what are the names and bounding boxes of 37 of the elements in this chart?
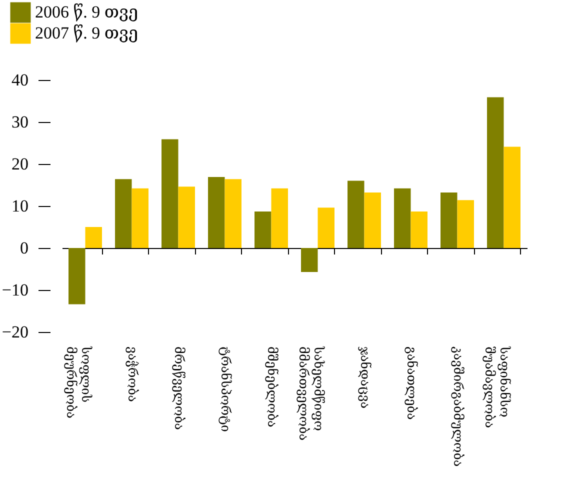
bar [457,200,474,248]
bar [348,180,364,248]
bar [162,139,178,248]
bar [301,248,318,272]
bar [271,188,288,248]
bar [85,227,102,248]
legend-label: 2007 წ. 9 თვე [35,24,138,42]
bar [440,192,458,248]
y-tick-label: 30 [12,112,28,132]
bar [224,179,242,248]
x-tick-label: ტრანსპორტი [218,346,232,432]
bar [115,179,132,248]
y-tick-label: 10 [12,196,28,216]
bar [132,188,148,248]
bar [487,97,504,248]
x-tick-label: განათლება [404,346,418,420]
x-tick-label: ჯანდაცვა [358,346,372,409]
x-tick-label: სოფლის მეურნეობა [64,346,93,419]
bar [178,186,195,248]
x-tick-label: მრეწველობა [172,346,186,430]
bar [504,146,520,248]
bar [68,248,86,304]
y-tick-label: −10 [2,280,28,300]
y-tick-label: 0 [20,238,28,258]
legend-label: 2006 წ. 9 თვე [35,2,138,22]
bar [364,192,381,248]
y-tick-label: 40 [12,70,28,90]
y-tick-label: −20 [2,322,28,342]
bar [208,177,225,248]
x-tick-label: ვაჭრობა [125,346,140,402]
x-tick-label: კავშირგაბმულობა [450,346,465,467]
x-tick-label: მშენებლობა [264,346,279,428]
y-tick-label: 20 [12,154,28,174]
bar [410,211,428,248]
bar [318,208,334,248]
bar [394,188,411,248]
bar [254,211,272,248]
